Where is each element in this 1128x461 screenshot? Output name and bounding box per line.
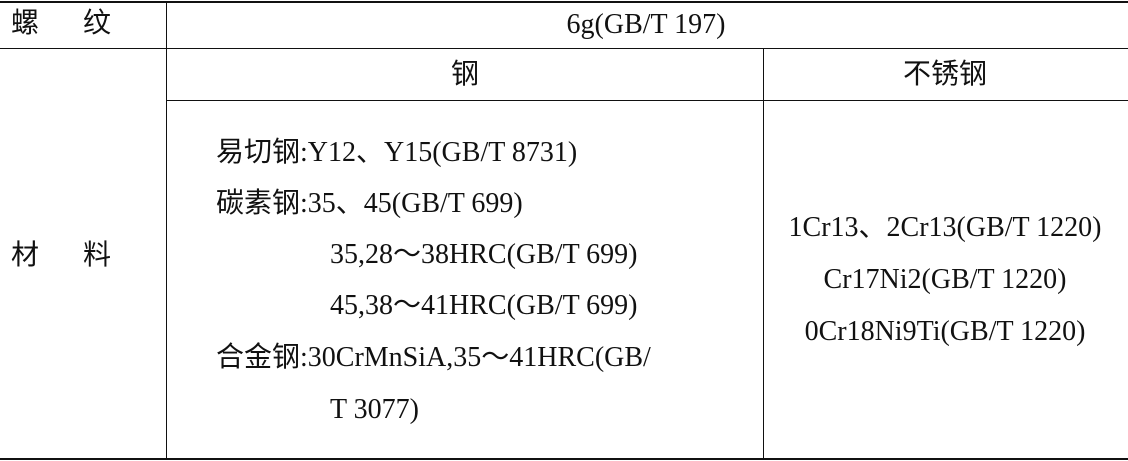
rule: [0, 458, 1128, 460]
rule: [166, 2, 167, 459]
cell-line: Cr17Ni2(GB/T 1220): [823, 264, 1067, 295]
column-header: 不锈钢: [902, 59, 988, 90]
cell-line: 35,28～38HRC(GB/T 699): [330, 239, 638, 270]
cell-line: 碳素钢:35、45(GB/T 699): [216, 188, 523, 219]
cell-line: 合金钢:30CrMnSiA,35～41HRC(GB/: [216, 342, 651, 373]
rule: [0, 1, 1128, 3]
cell-line: T 3077): [330, 394, 419, 425]
row-label: 材料: [10, 240, 156, 271]
rule: [0, 48, 1128, 49]
cell-line: 易切钢:Y12、Y15(GB/T 8731): [216, 137, 578, 168]
cell: 6g(GB/T 197): [566, 9, 726, 40]
column-header: 钢: [450, 59, 480, 90]
cell-line: 45,38～41HRC(GB/T 699): [330, 290, 638, 321]
rule: [763, 49, 764, 459]
rule: [166, 100, 1128, 101]
cell-line: 0Cr18Ni9Ti(GB/T 1220): [804, 316, 1086, 347]
cell-line: 1Cr13、2Cr13(GB/T 1220): [788, 212, 1102, 243]
row-label: 螺纹: [10, 8, 156, 39]
